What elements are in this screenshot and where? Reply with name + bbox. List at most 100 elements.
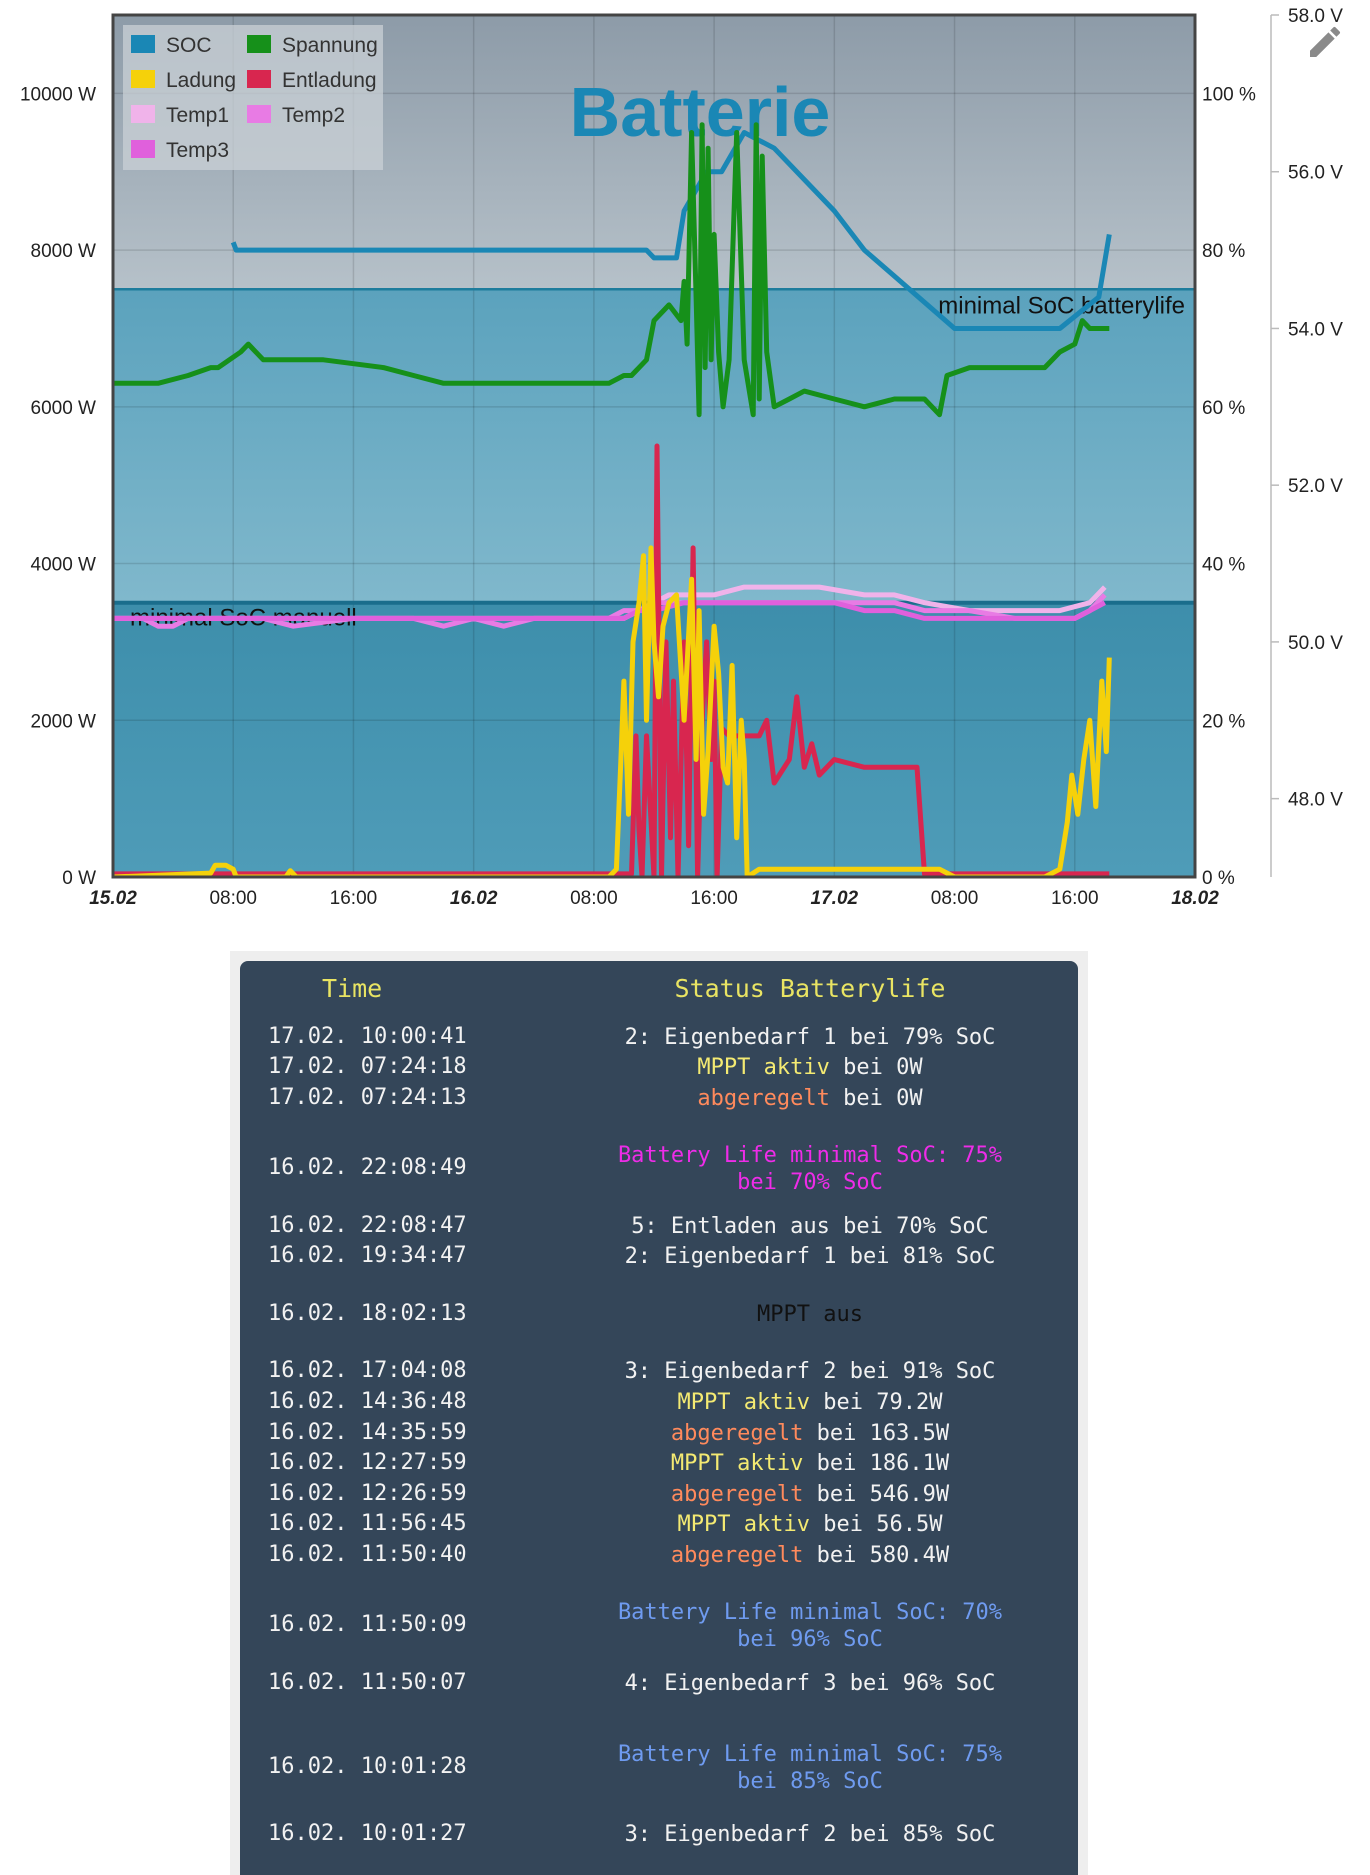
log-status: MPPT aktiv bei 79.2W [550, 1389, 1070, 1416]
log-time: 16.02. 18:02:13 [268, 1301, 467, 1326]
x-tick-label: 17.02 [811, 888, 859, 909]
log-time: 17.02. 07:24:13 [268, 1085, 467, 1110]
log-status: abgeregelt bei 0W [550, 1085, 1070, 1112]
log-status-text: MPPT aktiv [677, 1512, 810, 1537]
y-tick-label: 56.0 V [1288, 163, 1343, 184]
log-status-text: 3: Eigenbedarf 2 bei 91% SoC [624, 1359, 996, 1384]
y-axis-volts: 48.0 V 50.0 V 52.0 V 54.0 V 56.0 V 58.0 V [1270, 6, 1343, 877]
plot-background [113, 15, 1195, 877]
log-time: 16.02. 11:50:09 [268, 1612, 467, 1637]
log-time: 16.02. 14:35:59 [268, 1420, 467, 1445]
y-tick-label: 48.0 V [1288, 790, 1343, 811]
log-status-text: bei 0W [829, 1055, 923, 1080]
log-status-text: bei 79.2W [810, 1390, 943, 1415]
log-time: 16.02. 22:08:49 [268, 1155, 467, 1180]
x-tick-label: 08:00 [209, 888, 257, 909]
log-time: 17.02. 07:24:18 [268, 1054, 467, 1079]
legend-swatch [131, 105, 155, 123]
x-tick-label: 18.02 [1171, 888, 1219, 909]
x-tick-label: 08:00 [931, 888, 979, 909]
log-status: 2: Eigenbedarf 1 bei 79% SoC [550, 1024, 1070, 1051]
status-log-panel: Time Status Batterylife 17.02. 10:00:41 2… [240, 961, 1078, 1875]
log-status: abgeregelt bei 546.9W [550, 1481, 1070, 1508]
edit-pencil-icon[interactable] [1305, 22, 1345, 62]
log-status-text: bei 580.4W [803, 1543, 950, 1568]
log-header-time: Time [322, 974, 383, 1003]
y-axis-watts: 0 W 2000 W 4000 W 6000 W 8000 W 10000 W [20, 84, 96, 889]
log-time: 16.02. 19:34:47 [268, 1243, 467, 1268]
log-status-text: Battery Life minimal SoC: 70% bei 96% So… [617, 1600, 1003, 1652]
log-time: 16.02. 14:36:48 [268, 1389, 467, 1414]
log-status: abgeregelt bei 163.5W [550, 1420, 1070, 1447]
log-status: Battery Life minimal SoC: 70% bei 96% So… [550, 1599, 1070, 1653]
series-line-temp3 [113, 600, 1106, 621]
log-time: 16.02. 11:50:40 [268, 1542, 467, 1567]
log-status-text: abgeregelt [670, 1543, 804, 1568]
log-status-text: bei 56.5W [810, 1512, 943, 1537]
legend-swatch [247, 70, 271, 88]
log-time: 16.02. 10:01:28 [268, 1754, 467, 1779]
log-header-status: Status Batterylife [674, 974, 946, 1003]
log-status: 2: Eigenbedarf 1 bei 81% SoC [550, 1243, 1070, 1270]
log-status-text: 4: Eigenbedarf 3 bei 96% SoC [624, 1671, 996, 1696]
log-time: 16.02. 10:01:27 [268, 1821, 467, 1846]
log-status-text: 3: Eigenbedarf 2 bei 85% SoC [624, 1822, 996, 1847]
x-tick-label: 15.02 [89, 888, 137, 909]
log-status: MPPT aktiv bei 56.5W [550, 1511, 1070, 1538]
log-status-text: 2: Eigenbedarf 1 bei 81% SoC [624, 1244, 996, 1269]
log-status: 3: Eigenbedarf 2 bei 85% SoC [550, 1821, 1070, 1848]
log-status-text: bei 163.5W [803, 1421, 950, 1446]
log-status-text: bei 546.9W [803, 1482, 950, 1507]
log-status: abgeregelt bei 580.4W [550, 1542, 1070, 1569]
y-tick-label: 58.0 V [1288, 6, 1343, 27]
series-line-soc [230, 130, 1112, 331]
legend-label: Temp1 [166, 104, 229, 127]
y-tick-label: 100 % [1202, 84, 1256, 105]
legend-swatch [131, 35, 155, 53]
legend-swatch [247, 35, 271, 53]
log-status-text: MPPT aktiv [697, 1055, 830, 1080]
y-tick-label: 6000 W [31, 398, 97, 419]
log-status: Battery Life minimal SoC: 75% bei 85% So… [550, 1741, 1070, 1795]
series-line-ladung [113, 545, 1112, 877]
series-line-spannung [113, 122, 1110, 418]
y-tick-label: 8000 W [31, 241, 97, 262]
log-status: Battery Life minimal SoC: 75% bei 70% So… [550, 1142, 1070, 1196]
log-time: 16.02. 12:26:59 [268, 1481, 467, 1506]
y-tick-label: 40 % [1202, 555, 1245, 576]
y-axis-percent: 0 % 20 % 40 % 60 % 80 % 100 % [1202, 84, 1256, 889]
log-status-text: MPPT aktiv [670, 1451, 804, 1476]
legend-label: SOC [166, 34, 212, 57]
log-status-text: bei 0W [829, 1086, 923, 1111]
log-status-text: abgeregelt [670, 1482, 804, 1507]
x-tick-label: 16:00 [330, 888, 378, 909]
y-tick-label: 0 % [1202, 868, 1235, 889]
y-tick-label: 52.0 V [1288, 476, 1343, 497]
legend-swatch [247, 105, 271, 123]
log-status: MPPT aktiv bei 0W [550, 1054, 1070, 1081]
status-log-container: Time Status Batterylife 17.02. 10:00:41 2… [230, 951, 1088, 1875]
y-tick-label: 0 W [62, 868, 96, 889]
log-time: 16.02. 11:56:45 [268, 1511, 467, 1536]
log-time: 16.02. 11:50:07 [268, 1670, 467, 1695]
x-axis-time: 15.02 08:00 16:00 16.02 08:00 16:00 17.02 08:00… [89, 888, 1219, 909]
x-tick-label: 16.02 [450, 888, 498, 909]
legend-label: Temp3 [166, 139, 229, 162]
y-tick-label: 4000 W [31, 555, 97, 576]
log-status: 4: Eigenbedarf 3 bei 96% SoC [550, 1670, 1070, 1697]
legend-swatch [131, 140, 155, 158]
y-tick-label: 80 % [1202, 241, 1245, 262]
y-tick-label: 10000 W [20, 84, 96, 105]
legend-label: Ladung [166, 69, 236, 92]
legend-label: Temp2 [282, 104, 345, 127]
x-tick-label: 08:00 [570, 888, 618, 909]
log-status-text: 2: Eigenbedarf 1 bei 79% SoC [624, 1025, 996, 1050]
log-time: 16.02. 22:08:47 [268, 1213, 467, 1238]
legend-label: Entladung [282, 69, 377, 92]
chart-legend: SOC Spannung Ladung Entladung Temp1 Temp2 Temp… [123, 25, 383, 170]
y-tick-label: 54.0 V [1288, 319, 1343, 340]
legend-swatch [131, 70, 155, 88]
y-tick-label: 60 % [1202, 398, 1245, 419]
log-status-text: MPPT aktiv [677, 1390, 810, 1415]
